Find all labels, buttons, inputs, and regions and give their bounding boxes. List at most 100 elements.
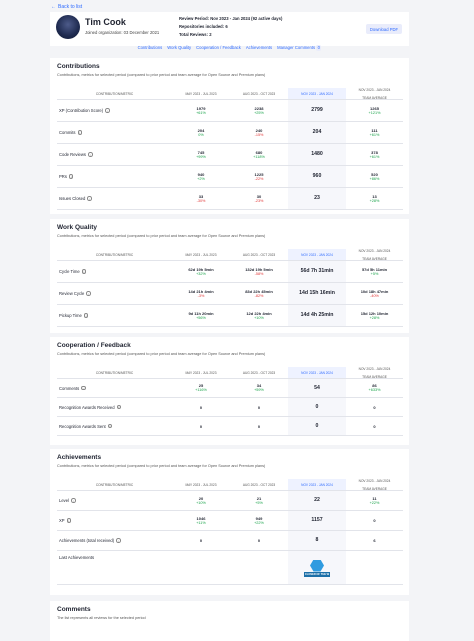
contributions-section: Contributions Contributions, metrics for… <box>50 58 409 214</box>
achievement-badge[interactable]: CLOSER OF THE W <box>304 559 330 578</box>
info-icon[interactable]: i <box>71 498 76 504</box>
tab-cooperation[interactable]: Cooperation / Feedback <box>196 45 241 50</box>
info-icon[interactable]: i <box>86 291 91 297</box>
info-icon[interactable]: i <box>77 130 83 136</box>
metric-value: 1157 <box>288 511 346 530</box>
metric-label: Cycle Time i <box>59 269 87 275</box>
metric-value: 11 +22% <box>369 495 380 505</box>
column-header-metric: CONTRIBUTION/METRIC <box>95 252 134 257</box>
metric-value: 33 -30% <box>196 193 206 203</box>
tab-achievements[interactable]: Achievements <box>245 45 273 50</box>
column-header-p3: NOV 2023 - JAN 2024 <box>288 367 346 378</box>
metric-value: 34 +59% <box>254 383 264 392</box>
user-name: Tim Cook <box>85 17 126 27</box>
tab-contributions[interactable]: Contributions <box>137 45 163 50</box>
metric-label: Achievements (total received) i <box>59 538 121 544</box>
column-header-p2: AUG 2023 - OCT 2023 <box>242 482 276 487</box>
section-title: Achievements <box>57 454 102 461</box>
download-pdf-button[interactable]: Download PDF <box>366 24 402 34</box>
metric-label: Recognition Awards Received i <box>59 404 122 410</box>
metric-change: +116% <box>195 388 207 392</box>
table-row: Cycle Time i 62d 19h 5min +32% 132d 19h 5min… <box>57 261 403 283</box>
section-subtitle: The list represents all reviews for the … <box>57 616 146 620</box>
back-to-list-link[interactable]: ← Back to list <box>51 4 83 10</box>
metric-value: 0 <box>373 423 376 429</box>
section-tabs: Contributions Work Quality Cooperation /… <box>50 45 409 55</box>
metric-change: +10% <box>254 315 264 320</box>
metric-value: 0 <box>257 423 261 429</box>
table-row: Last Achievements CLOSER OF THE W <box>57 551 403 585</box>
metric-change: +59% <box>254 388 264 392</box>
metric-change: +28% <box>369 198 380 203</box>
metric-value <box>230 551 288 584</box>
info-icon[interactable]: i <box>107 423 113 429</box>
info-icon[interactable]: i <box>105 108 110 114</box>
metric-value <box>172 551 230 584</box>
section-title: Cooperation / Feedback <box>57 342 131 349</box>
metric-value: 83d 22h 45min -82% <box>245 288 273 298</box>
metric-value: 23 <box>288 188 346 209</box>
metric-value: 745 +99% <box>196 149 206 159</box>
tab-work-quality[interactable]: Work Quality <box>167 45 192 50</box>
metric-value: 1046 +11% <box>196 515 206 525</box>
info-icon[interactable]: i <box>116 538 121 544</box>
metric-change: +121% <box>368 110 381 115</box>
table-row: Pickup Time i 9d 11h 20min +56% 12d 22h 4min… <box>57 305 403 327</box>
column-header-metric: CONTRIBUTION/METRIC <box>95 482 134 487</box>
metric-value: 12d 22h 4min +10% <box>246 310 272 320</box>
table-row: Review Cycle i 14d 21h 4min -3% 83d 22h 45mi… <box>57 283 403 305</box>
metric-value: 204 0% <box>197 127 205 137</box>
info-icon[interactable]: i <box>81 385 86 391</box>
metric-label: Recognition Awards Sent i <box>59 423 113 429</box>
info-icon[interactable]: i <box>68 174 74 180</box>
info-icon[interactable]: i <box>116 404 122 410</box>
metric-value: 1265 +121% <box>368 105 381 115</box>
joined-date: Joined organization: 03 December 2021 <box>85 30 160 35</box>
column-header-p1: MAY 2023 - JUL 2023 <box>185 91 217 96</box>
metric-label: Last Achievements <box>59 555 95 560</box>
metric-change: +11% <box>196 520 206 525</box>
column-header-p2: AUG 2023 - OCT 2023 <box>242 252 276 257</box>
metric-value: 0 <box>199 404 203 410</box>
metric-change: +56% <box>196 315 206 320</box>
metric-value: 0 <box>199 538 203 543</box>
metric-label: XP i <box>59 518 72 524</box>
metric-value: 30 -23% <box>254 193 264 203</box>
achievements-section: Achievements Contributions, metrics for … <box>50 449 409 595</box>
info-icon[interactable]: i <box>66 518 72 524</box>
section-subtitle: Contributions, metrics for selected peri… <box>57 352 266 356</box>
column-header-p3: NOV 2023 - JAN 2024 <box>288 479 346 490</box>
info-icon[interactable]: i <box>81 269 87 275</box>
metric-label: PRs i <box>59 174 74 180</box>
tab-manager-comments[interactable]: Manager Comments 0 <box>277 45 322 51</box>
metric-value: 949 +22% <box>254 515 264 525</box>
metric-value: 86 +633% <box>368 383 381 392</box>
metric-change: +61% <box>196 110 206 115</box>
metric-change: +5% <box>255 500 263 505</box>
metric-change: +25% <box>254 110 264 115</box>
work-quality-table: CONTRIBUTION/METRIC MAY 2023 - JUL 2023 AU… <box>57 249 403 329</box>
metric-change: +86% <box>369 176 380 181</box>
contributions-table: CONTRIBUTION/METRIC MAY 2023 - JUL 2023 AU… <box>57 88 403 210</box>
info-icon[interactable]: i <box>88 152 93 158</box>
metric-value: 0 <box>199 423 203 429</box>
avatar <box>56 15 80 39</box>
table-row: Level i 20 +10% 21 +5% 22 11 +22% <box>57 491 403 511</box>
info-icon[interactable]: i <box>83 313 89 319</box>
info-icon[interactable]: i <box>87 196 92 202</box>
metric-value: 21 +5% <box>255 495 263 505</box>
metric-value: 960 <box>288 166 346 187</box>
metric-change: -30% <box>196 198 206 203</box>
metric-value: 54 <box>288 379 346 397</box>
table-row: Code Reviews i 745 +99% 680 +118% 1480 378 +61% <box>57 144 403 166</box>
column-header-p2: AUG 2023 - OCT 2023 <box>242 370 276 375</box>
metric-value: 111 +61% <box>369 127 380 137</box>
metric-value: 14d 21h 4min -3% <box>188 288 214 298</box>
metric-value <box>346 551 403 584</box>
metric-value: 0 <box>373 404 376 410</box>
metric-value: 20 +10% <box>196 495 206 505</box>
metric-change: +118% <box>253 154 265 159</box>
section-subtitle: Contributions, metrics for selected peri… <box>57 234 266 238</box>
table-row: PRs i 940 +2% 1225 -22% 960 520 +86% <box>57 166 403 188</box>
metric-change: -3% <box>197 293 205 298</box>
